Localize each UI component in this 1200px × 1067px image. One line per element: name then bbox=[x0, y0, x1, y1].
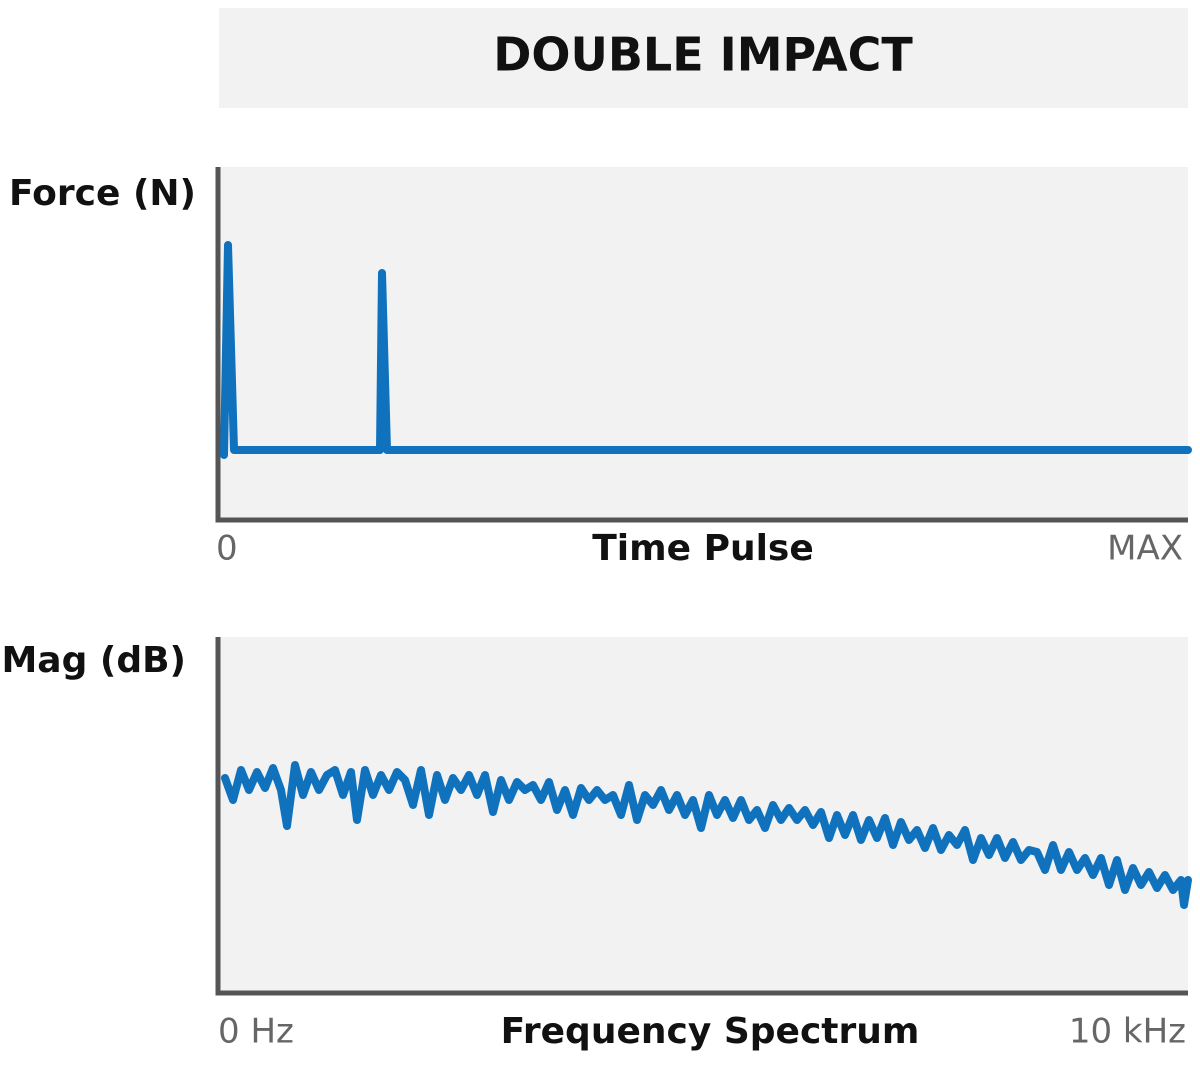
time-curve bbox=[220, 241, 1192, 459]
y-label: Mag (dB) bbox=[1, 640, 186, 681]
time-axes bbox=[215, 167, 1188, 523]
x-label: Frequency Spectrum bbox=[501, 1011, 920, 1052]
x-label: Time Pulse bbox=[592, 528, 814, 569]
frequency-axes bbox=[215, 637, 1188, 996]
x-end: MAX bbox=[1107, 529, 1183, 569]
time-plot-area bbox=[219, 167, 1188, 520]
x-start: 0 bbox=[216, 529, 238, 569]
title: DOUBLE IMPACT bbox=[493, 28, 913, 82]
x-start: 0 Hz bbox=[218, 1012, 294, 1052]
frequency-curve bbox=[221, 761, 1192, 909]
title-box bbox=[219, 8, 1188, 108]
x-end: 10 kHz bbox=[1069, 1012, 1186, 1052]
y-label: Force (N) bbox=[9, 173, 196, 214]
